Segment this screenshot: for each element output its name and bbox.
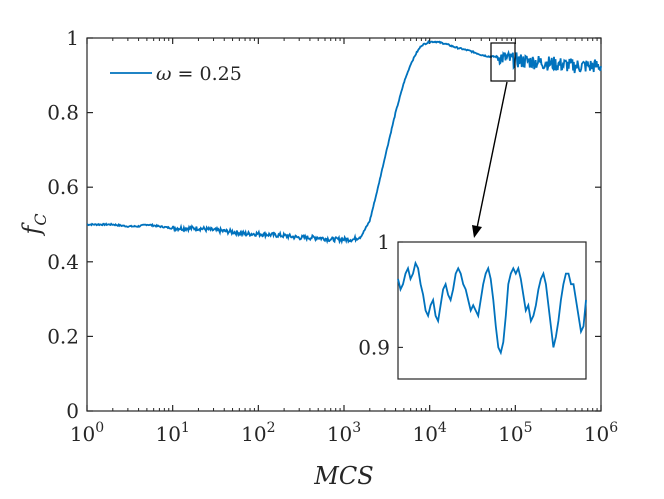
inset-chart: 0.91	[358, 230, 587, 380]
y-tick-label: 0.2	[47, 324, 79, 348]
inset-y-ticks: 0.91	[358, 230, 403, 359]
inset-plot-area	[397, 241, 587, 380]
inset-y-tick-label: 0.9	[358, 335, 390, 359]
y-tick-label: 0.8	[47, 101, 79, 125]
x-tick-label: 100	[70, 420, 104, 446]
x-tick-label: 106	[584, 420, 618, 446]
y-tick-label: 0	[66, 399, 79, 423]
x-tick-label: 104	[412, 420, 446, 446]
x-tick-label: 103	[327, 420, 361, 446]
legend-symbol: ω	[156, 63, 172, 85]
x-tick-labels: 100 101 102 103 104 105 106	[70, 420, 618, 446]
arrow-head	[472, 225, 482, 238]
y-axis-title-sub: C	[31, 213, 50, 225]
inset-series-line	[397, 260, 587, 356]
y-tick-label: 0.6	[47, 175, 79, 199]
inset-y-tick-label: 1	[377, 230, 390, 254]
x-tick-label: 101	[155, 420, 189, 446]
major-ticks	[86, 37, 602, 412]
y-axis-title: fC	[18, 213, 50, 236]
zoom-arrow	[472, 81, 508, 238]
legend-value: = 0.25	[172, 63, 242, 85]
y-tick-label: 0.4	[47, 250, 79, 274]
x-minor-ticks	[112, 38, 598, 411]
x-tick-label: 105	[498, 420, 532, 446]
legend-label: ω = 0.25	[156, 63, 242, 85]
legend: ω = 0.25	[110, 63, 242, 85]
x-tick-label: 102	[241, 420, 275, 446]
x-axis-title: MCS	[313, 462, 373, 490]
y-tick-labels: 0 0.2 0.4 0.6 0.8 1	[47, 26, 79, 423]
y-tick-label: 1	[66, 26, 79, 50]
zoom-box	[490, 42, 516, 82]
